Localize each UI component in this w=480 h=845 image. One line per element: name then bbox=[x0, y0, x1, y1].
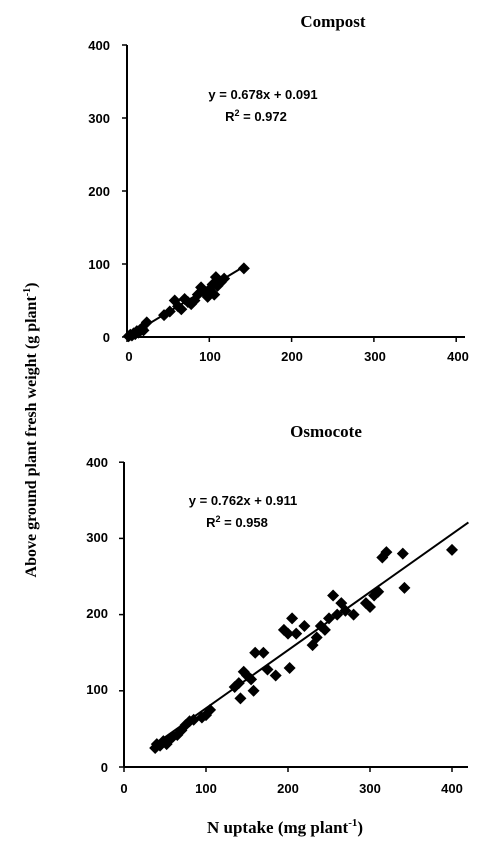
data-point bbox=[245, 673, 258, 686]
x-tick-label: 200 bbox=[281, 349, 303, 364]
x-axis-label-close: ) bbox=[357, 818, 363, 837]
y-tick-label: 0 bbox=[103, 330, 110, 345]
chart-title: Osmocote bbox=[290, 422, 362, 441]
chart-title: Compost bbox=[300, 12, 366, 31]
x-tick-label: 400 bbox=[441, 781, 463, 796]
data-point bbox=[204, 703, 217, 716]
y-axis-label-text: Above ground plant fresh weight (g plant bbox=[23, 296, 40, 578]
data-point bbox=[398, 581, 411, 594]
tick-marks bbox=[119, 461, 453, 772]
data-point bbox=[237, 262, 250, 275]
x-tick-label: 200 bbox=[277, 781, 299, 796]
regression-equation: y = 0.678x + 0.091 bbox=[208, 87, 317, 102]
x-tick-label: 300 bbox=[359, 781, 381, 796]
data-point bbox=[327, 589, 340, 602]
data-point bbox=[257, 646, 270, 659]
y-tick-label: 200 bbox=[86, 606, 108, 621]
data-point bbox=[249, 646, 262, 659]
data-point bbox=[247, 684, 260, 697]
data-point bbox=[140, 316, 153, 329]
x-axis-label-sup: -1 bbox=[348, 817, 357, 829]
chart-compost: Compost y = 0.678x + 0.091 R2 = 0.972 0 … bbox=[88, 12, 469, 364]
y-tick-label: 100 bbox=[86, 682, 108, 697]
x-tick-label: 0 bbox=[120, 781, 127, 796]
y-axis-label-sup: -1 bbox=[22, 288, 33, 296]
data-point bbox=[364, 600, 376, 613]
y-tick-label: 0 bbox=[101, 760, 108, 775]
x-axis-label-text: N uptake (mg plant bbox=[207, 818, 349, 837]
data-point bbox=[163, 305, 176, 318]
regression-equation: y = 0.762x + 0.911 bbox=[189, 493, 297, 508]
y-axis-label: Above ground plant fresh weight (g plant… bbox=[22, 283, 40, 578]
x-axis-label: N uptake (mg plant-1) bbox=[207, 817, 363, 837]
r-squared-value: = 0.958 bbox=[221, 515, 268, 530]
y-tick-labels: 0 100 200 300 400 bbox=[88, 38, 110, 345]
data-point bbox=[261, 663, 274, 676]
data-point bbox=[318, 623, 331, 636]
data-point bbox=[323, 612, 335, 625]
y-tick-label: 300 bbox=[86, 530, 108, 545]
r-squared: R2 = 0.972 bbox=[225, 108, 287, 124]
data-point bbox=[232, 677, 245, 690]
x-tick-labels: 0 100 200 300 400 bbox=[120, 781, 462, 796]
r-squared-sup: 2 bbox=[216, 514, 221, 524]
data-point bbox=[372, 585, 385, 598]
data-point bbox=[396, 547, 409, 560]
data-point bbox=[208, 288, 221, 301]
r-squared-sup: 2 bbox=[235, 108, 240, 118]
r-squared: R2 = 0.958 bbox=[206, 514, 268, 530]
chart-osmocote: Osmocote y = 0.762x + 0.911 R2 = 0.958 0… bbox=[86, 422, 469, 796]
data-point bbox=[446, 543, 458, 556]
data-point bbox=[331, 608, 344, 621]
data-point bbox=[380, 546, 393, 559]
x-tick-label: 100 bbox=[195, 781, 217, 796]
data-point bbox=[290, 627, 303, 640]
y-tick-label: 200 bbox=[88, 184, 110, 199]
x-tick-label: 0 bbox=[125, 349, 132, 364]
data-point bbox=[282, 627, 294, 640]
x-tick-label: 100 bbox=[199, 349, 221, 364]
y-tick-label: 400 bbox=[86, 455, 108, 470]
data-point bbox=[175, 303, 188, 316]
y-axis-label-close: ) bbox=[23, 283, 40, 288]
data-point bbox=[283, 661, 296, 674]
y-tick-label: 100 bbox=[88, 257, 110, 272]
tick-marks bbox=[122, 44, 457, 342]
r-squared-prefix: R bbox=[225, 109, 235, 124]
y-tick-labels: 0 100 200 300 400 bbox=[86, 455, 108, 775]
data-points bbox=[122, 262, 250, 343]
r-squared-prefix: R bbox=[206, 515, 216, 530]
trendline bbox=[154, 521, 469, 746]
data-point bbox=[218, 272, 231, 285]
data-point bbox=[310, 631, 323, 644]
data-point bbox=[339, 604, 352, 617]
data-point bbox=[347, 608, 360, 621]
y-tick-label: 400 bbox=[88, 38, 110, 53]
r-squared-value: = 0.972 bbox=[240, 109, 287, 124]
data-point bbox=[269, 669, 282, 682]
data-point bbox=[286, 612, 299, 625]
data-points bbox=[149, 543, 458, 754]
data-point bbox=[298, 620, 311, 633]
x-tick-label: 300 bbox=[364, 349, 386, 364]
y-tick-label: 300 bbox=[88, 111, 110, 126]
x-tick-labels: 0 100 200 300 400 bbox=[125, 349, 468, 364]
data-point bbox=[234, 692, 247, 705]
x-tick-label: 400 bbox=[447, 349, 469, 364]
